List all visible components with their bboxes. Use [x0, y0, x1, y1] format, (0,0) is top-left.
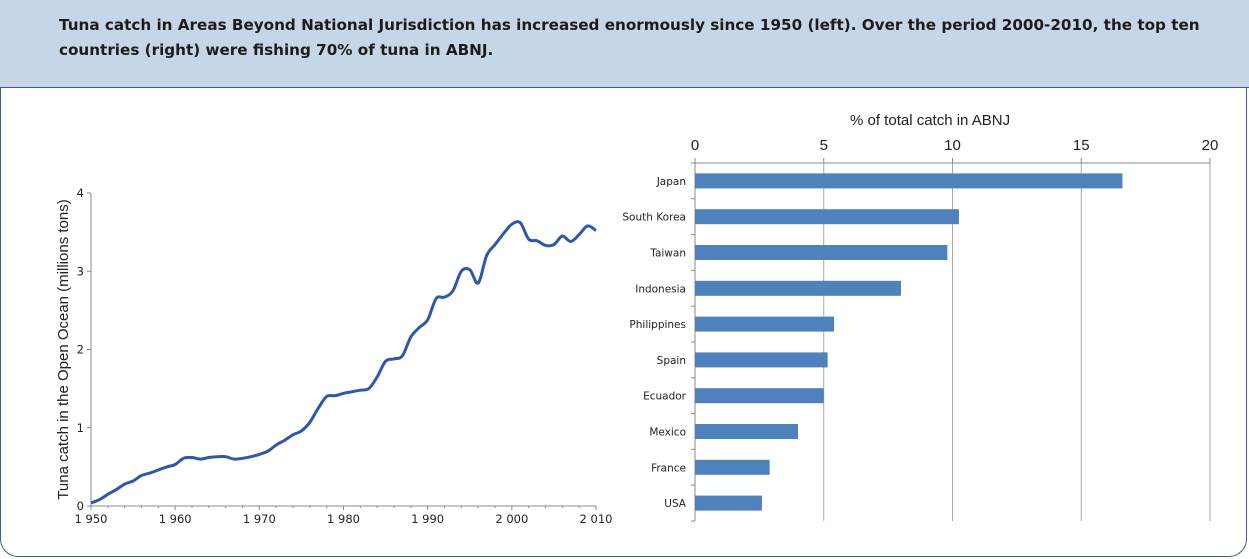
- y-tick-label: 2: [77, 343, 84, 357]
- x-tick-label: 1 960: [159, 512, 192, 526]
- x-axis-label: % of total catch in ABNJ: [850, 112, 1010, 129]
- category-label: Mexico: [649, 427, 686, 439]
- category-label: France: [651, 462, 686, 474]
- category-label: Ecuador: [643, 391, 687, 403]
- x-tick-label: 10: [944, 137, 961, 154]
- bar-indonesia: [695, 280, 901, 296]
- bar-france: [695, 459, 770, 475]
- category-label: South Korea: [622, 212, 686, 224]
- y-tick-label: 3: [77, 264, 84, 278]
- x-tick-label: 1 990: [411, 512, 444, 526]
- x-tick-label: 2 000: [495, 512, 528, 526]
- y-tick-label: 0: [77, 499, 84, 513]
- x-tick-label: 1 970: [243, 512, 276, 526]
- bar-usa: [695, 495, 762, 511]
- catch-series-line: [90, 220, 597, 505]
- bar-philippines: [695, 316, 835, 332]
- bar-spain: [695, 352, 828, 368]
- category-label: Taiwan: [649, 248, 686, 260]
- x-tick-label: 0: [691, 137, 699, 154]
- x-tick-label: 20: [1202, 137, 1219, 154]
- category-label: Spain: [657, 355, 686, 367]
- x-tick-label: 2 010: [580, 512, 613, 526]
- figure-caption: Tuna catch in Areas Beyond National Juri…: [0, 0, 1249, 88]
- category-label: Japan: [656, 176, 686, 188]
- category-label: Indonesia: [635, 283, 686, 295]
- x-tick-label: 1 950: [75, 512, 108, 526]
- y-axis-label: Tuna catch in the Open Ocean (millions t…: [55, 199, 72, 499]
- y-tick-label: 4: [77, 186, 84, 200]
- category-label: Philippines: [629, 319, 686, 331]
- x-tick-label: 1 980: [327, 512, 360, 526]
- category-label: USA: [664, 498, 687, 510]
- bar-mexico: [695, 424, 798, 439]
- bar-south-korea: [695, 209, 959, 225]
- x-tick-label: 5: [820, 137, 828, 154]
- bar-taiwan: [695, 245, 948, 260]
- bar-ecuador: [695, 388, 824, 404]
- x-tick-label: 15: [1073, 137, 1090, 154]
- y-tick-label: 1: [77, 421, 84, 435]
- bar-japan: [695, 173, 1123, 189]
